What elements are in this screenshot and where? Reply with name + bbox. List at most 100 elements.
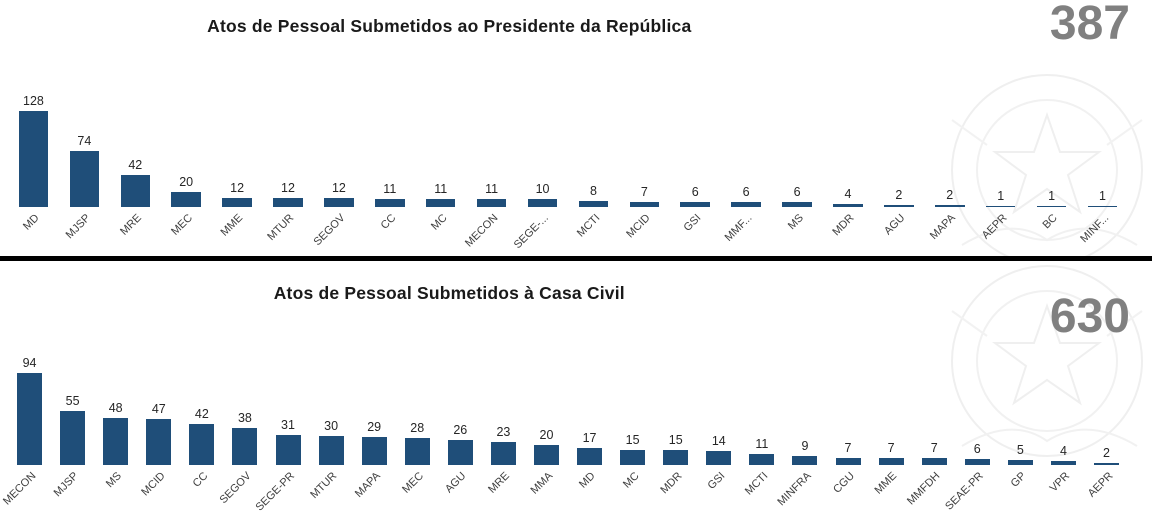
bar-column: 29 MAPA	[353, 355, 396, 511]
bar-column: 15 MDR	[654, 355, 697, 511]
category-label: MAPA	[353, 465, 396, 511]
bar-plot-cell: 42	[110, 93, 161, 207]
bar	[1036, 206, 1067, 207]
category-label: MEC	[161, 207, 212, 253]
category-label: MTUR	[309, 465, 353, 511]
bar-value-label: 2	[1103, 445, 1110, 460]
category-label: MJSP	[51, 465, 94, 511]
bar-column: 11 MECON	[462, 93, 517, 253]
category-label-text: MAPA	[928, 212, 959, 242]
bar-column: 6 MMF...	[721, 93, 772, 253]
category-label-text: SEGOV	[217, 470, 254, 507]
bar	[663, 450, 689, 465]
bar-plot-cell: 7	[826, 355, 869, 465]
category-label: SEAE-PR	[943, 465, 999, 513]
bar	[171, 192, 201, 207]
bar	[833, 204, 863, 207]
category-label-text: CGU	[830, 470, 857, 496]
bar	[782, 202, 812, 207]
bar	[921, 458, 947, 465]
bar-value-label: 30	[324, 418, 339, 433]
bar	[1094, 463, 1119, 465]
bar-value-label: 26	[453, 422, 468, 437]
bar	[18, 111, 49, 207]
bar-value-label: 31	[281, 417, 295, 432]
bar-plot-cell: 31	[266, 355, 309, 465]
bar-column: 6 GSI	[670, 93, 721, 253]
bar	[527, 199, 558, 207]
category-label-text: MD	[21, 212, 42, 233]
bar-value-label: 42	[194, 406, 209, 421]
category-label-text: MECON	[462, 212, 501, 250]
category-label: MINF...	[1077, 207, 1128, 253]
bar-value-label: 74	[77, 133, 92, 148]
category-label: CGU	[826, 465, 869, 511]
bar	[425, 199, 456, 207]
category-label: GSI	[697, 465, 740, 511]
category-label-text: MECON	[0, 470, 39, 508]
bar-plot-cell: 4	[1042, 355, 1085, 465]
bar-column: 74 MJSP	[59, 93, 110, 253]
category-label: AEPR	[975, 207, 1026, 253]
bar-plot-cell: 42	[180, 355, 223, 465]
bar-value-label: 5	[1016, 442, 1024, 457]
bar-plot-cell: 128	[8, 93, 59, 207]
bar	[1007, 460, 1033, 465]
category-label-text: AGU	[881, 212, 908, 238]
category-label: VPR	[1042, 465, 1085, 511]
bar-plot-cell: 11	[415, 93, 466, 207]
bar-column: 30 MTUR	[309, 355, 353, 511]
category-label: MAPA	[924, 207, 975, 253]
bar-plot-cell: 1	[1026, 93, 1077, 207]
bar-value-label: 48	[108, 400, 123, 415]
chart-title: Atos de Pessoal Submetidos ao Presidente…	[207, 16, 692, 36]
bar-value-label: 12	[230, 180, 245, 195]
bar-column: 1 BC	[1026, 93, 1077, 253]
category-label: AEPR	[1085, 465, 1128, 511]
bar-plot-cell: 15	[611, 355, 654, 465]
bar-value-label: 42	[128, 157, 143, 172]
category-label-text: MS	[104, 470, 125, 491]
bar	[103, 418, 129, 465]
bar-column: 8 MCTI	[568, 93, 619, 253]
bar	[232, 428, 258, 465]
section-divider	[0, 256, 1152, 261]
bar-column: 55 MJSP	[51, 355, 94, 511]
bar-value-label: 1	[1099, 188, 1106, 203]
bar-plot-cell: 6	[772, 93, 823, 207]
bar-plot-cell: 11	[364, 93, 415, 207]
category-label: MS	[772, 207, 823, 253]
category-label-text: MINF...	[1077, 212, 1111, 246]
bar-value-label: 15	[625, 432, 640, 447]
category-label-text: MME	[218, 212, 246, 239]
bar-value-label: 6	[691, 184, 699, 199]
bar-plot-cell: 7	[870, 355, 913, 465]
bar-column: 11 MC	[415, 93, 466, 253]
bar	[476, 199, 507, 207]
category-label: MCID	[137, 465, 180, 511]
bar-value-label: 7	[640, 184, 648, 199]
bar-plot-cell: 23	[482, 355, 525, 465]
bar-value-label: 11	[755, 436, 769, 451]
bar-plot-cell: 1	[1077, 93, 1128, 207]
category-label: MRE	[482, 465, 525, 511]
bar-value-label: 7	[930, 440, 938, 455]
bar-plot-cell: 17	[568, 355, 611, 465]
bar-column: 12 SEGOV	[311, 93, 364, 253]
bar-value-label: 20	[179, 174, 194, 189]
bar	[731, 202, 761, 207]
bar-column: 10 SEGE-...	[512, 93, 568, 253]
category-label-text: MEC	[399, 470, 426, 496]
category-label-text: GSI	[681, 212, 704, 234]
bar-plot-cell: 15	[654, 355, 697, 465]
bar-column: 128 MD	[8, 93, 59, 253]
bar	[878, 458, 904, 465]
bar-plot-cell: 47	[137, 355, 180, 465]
bar	[706, 451, 732, 465]
bar-column: 20 MMA	[525, 355, 568, 511]
category-label: MC	[611, 465, 654, 511]
bar-plot-cell: 29	[353, 355, 396, 465]
bar-value-label: 8	[589, 183, 597, 198]
bar-value-label: 11	[383, 181, 397, 196]
